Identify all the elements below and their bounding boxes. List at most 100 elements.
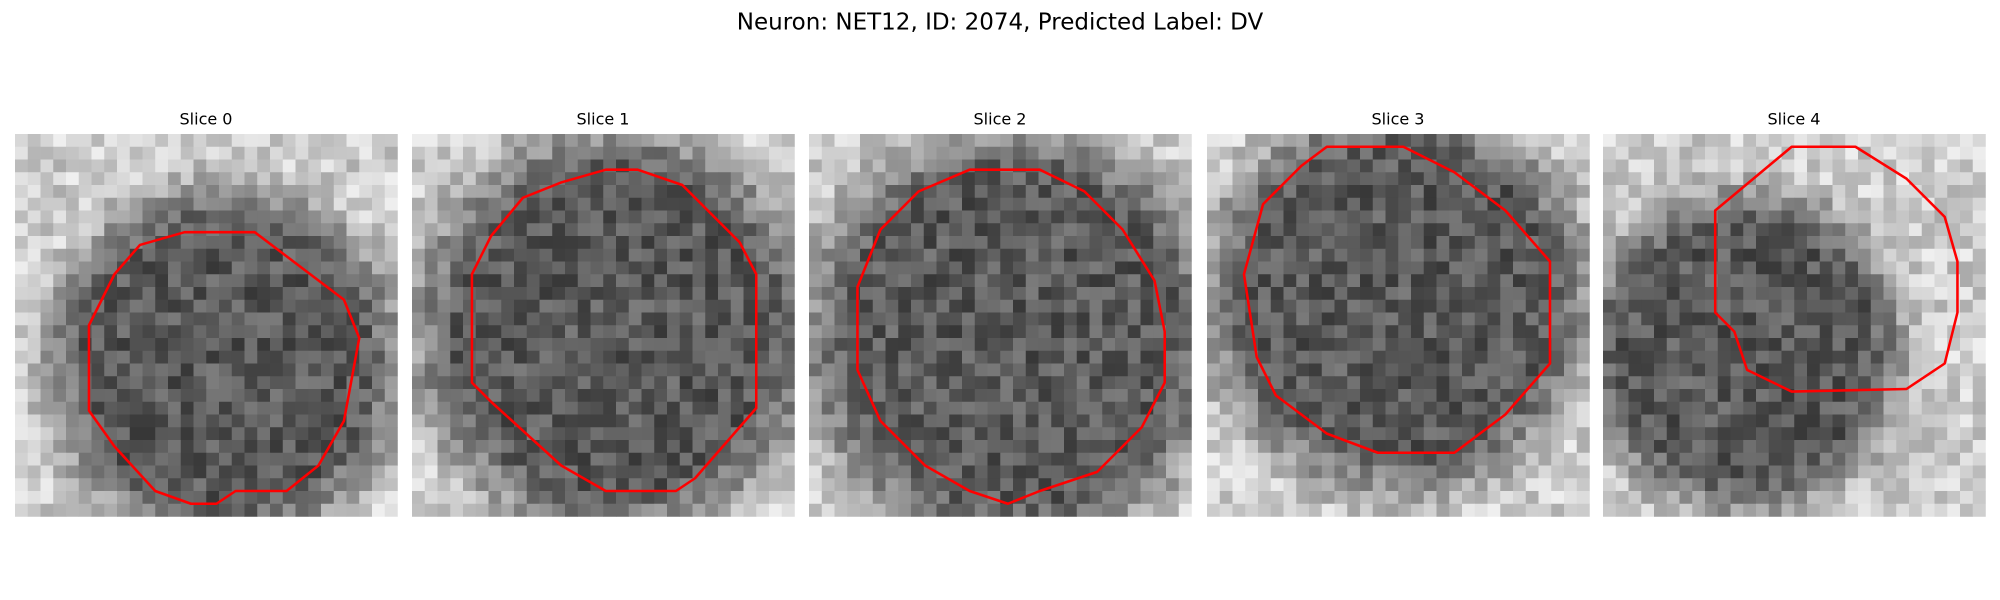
pixel [1166,401,1180,415]
pixel [860,312,874,326]
pixel [577,287,591,301]
pixel [654,261,668,275]
pixel [923,312,937,326]
pixel [1038,261,1052,275]
pixel [616,440,630,454]
pixel [1666,325,1680,339]
pixel [104,465,118,479]
pixel [1064,299,1078,313]
pixel [679,465,693,479]
pixel [1679,376,1693,390]
pixel [244,159,258,173]
pixel [117,185,131,199]
contour [87,230,361,506]
pixel [603,274,617,288]
pixel [78,134,92,148]
pixel [730,491,744,505]
pixel [923,478,937,492]
pixel [949,299,963,313]
pixel [962,389,976,403]
pixel [1666,172,1680,186]
pixel [244,299,258,313]
pixel [66,159,80,173]
pixel [590,503,604,517]
pixel [346,146,360,160]
pixel [231,389,245,403]
pixel [756,325,770,339]
pixel [1756,440,1770,454]
pixel [129,325,143,339]
pixel [1909,299,1923,313]
pixel [552,274,566,288]
pixel [1603,134,1617,148]
pixel [1436,197,1450,211]
pixel [501,376,515,390]
pixel [1934,325,1948,339]
pixel [1232,287,1246,301]
pixel [911,299,925,313]
pixel [1013,465,1027,479]
pixel [718,414,732,428]
pixel [295,248,309,262]
pixel [78,223,92,237]
pixel [1051,159,1065,173]
pixel [270,312,284,326]
pixel [1615,465,1629,479]
pixel [641,287,655,301]
pixel [1258,223,1272,237]
pixel [1372,465,1386,479]
pixel [1127,223,1141,237]
pixel [40,223,54,237]
pixel [1717,185,1731,199]
pixel [1270,261,1284,275]
pixel [949,389,963,403]
pixel [1283,491,1297,505]
pixel [616,401,630,415]
pixel [641,389,655,403]
pixel [295,363,309,377]
pixel [1127,325,1141,339]
pixel [359,389,373,403]
pixel [1666,134,1680,148]
pixel [142,261,156,275]
pixel [27,350,41,364]
pixel [809,363,823,377]
pixel [1743,389,1757,403]
pixel [78,236,92,250]
pixel [384,299,398,313]
pixel [1296,401,1310,415]
contour [470,168,758,493]
pixel [809,503,823,517]
pixel [641,236,655,250]
pixel [1334,452,1348,466]
pixel [539,274,553,288]
pixel [437,427,451,441]
pixel [129,146,143,160]
pixel [1883,236,1897,250]
pixel [488,159,502,173]
pixel [1960,440,1974,454]
pixel [781,159,795,173]
pixel [1051,185,1065,199]
pixel [1705,491,1719,505]
pixel [962,210,976,224]
pixel [1576,223,1590,237]
pixel [359,312,373,326]
pixel [987,376,1001,390]
pixel [1025,210,1039,224]
pixel [1127,350,1141,364]
pixel [1038,363,1052,377]
pixel [437,287,451,301]
pixel [860,287,874,301]
pixel [1564,338,1578,352]
pixel [27,236,41,250]
pixel [1140,440,1154,454]
pixel [1960,146,1974,160]
pixel [437,274,451,288]
pixel [1372,134,1386,148]
pixel [872,312,886,326]
pixel [15,478,29,492]
pixel [1207,134,1221,148]
pixel [1474,299,1488,313]
pixel [743,452,757,466]
